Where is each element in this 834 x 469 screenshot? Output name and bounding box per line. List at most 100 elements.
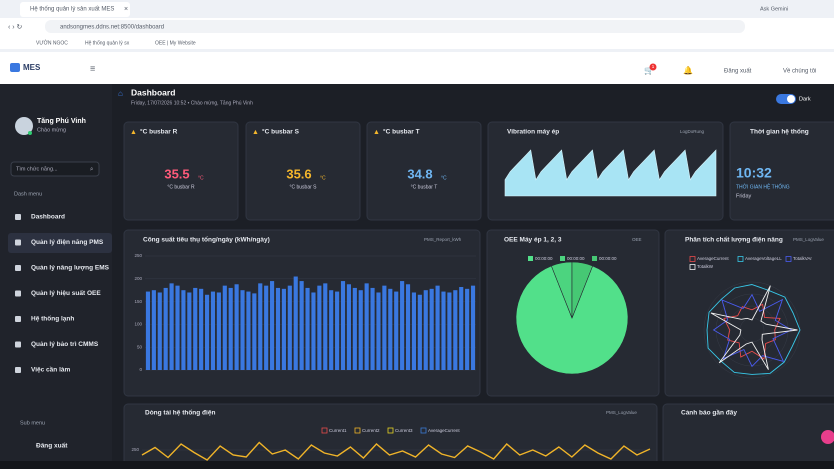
legend-label: Current1 bbox=[329, 428, 347, 433]
bar bbox=[157, 292, 162, 370]
bookmark[interactable]: VƯỜN NGOC bbox=[36, 39, 68, 46]
sidebar bbox=[0, 84, 112, 469]
legend-label: 00:00:00 bbox=[567, 256, 585, 261]
bar bbox=[187, 292, 192, 370]
card-tag: PMS_LogValue bbox=[606, 410, 637, 415]
active-item bbox=[8, 233, 112, 253]
bar bbox=[169, 283, 174, 370]
bar bbox=[270, 281, 275, 370]
card-title: °C busbar S bbox=[262, 128, 300, 136]
legend-swatch bbox=[354, 427, 361, 434]
tab-title: Hệ thống quản lý sản xuất MES bbox=[30, 7, 114, 13]
bar bbox=[335, 291, 340, 370]
search-icon[interactable]: ⌕ bbox=[90, 167, 93, 173]
sensor-unit: °C bbox=[320, 175, 326, 181]
toggle-knob bbox=[787, 95, 795, 103]
bar bbox=[423, 290, 428, 370]
sensor-unit: °C bbox=[198, 175, 204, 181]
bar bbox=[435, 285, 440, 370]
nav-icon bbox=[15, 290, 21, 297]
header-link[interactable]: Đăng xuất bbox=[724, 69, 752, 75]
badge bbox=[649, 63, 657, 71]
bar bbox=[293, 276, 298, 370]
nav-item[interactable]: Quản lý hiệu suất OEE bbox=[31, 289, 101, 297]
nav-item[interactable]: Quản lý năng lượng EMS bbox=[31, 265, 110, 272]
y-tick-label: 200 bbox=[134, 276, 142, 281]
legend-label: Current2 bbox=[362, 428, 380, 433]
tab-close[interactable]: × bbox=[124, 6, 128, 13]
bar bbox=[145, 291, 151, 370]
bar bbox=[311, 292, 316, 370]
sensor-card bbox=[366, 121, 482, 221]
bar bbox=[193, 287, 198, 370]
clock-time: 10:32 bbox=[736, 165, 772, 181]
user-name: Tăng Phú Vinh bbox=[37, 118, 86, 125]
header-link[interactable]: Về chúng tôi bbox=[783, 69, 816, 75]
legend-swatch bbox=[689, 264, 696, 270]
radar-series bbox=[706, 284, 801, 375]
bell-icon[interactable]: 🔔 bbox=[683, 66, 693, 75]
card-tag: OEE bbox=[632, 237, 642, 242]
nav-item[interactable]: Việc cần làm bbox=[31, 365, 70, 374]
bar bbox=[364, 283, 369, 370]
page-subtitle: Friday, 17/07/2026 10:52 • Chào mừng, Tă… bbox=[131, 100, 253, 106]
power-quality-card bbox=[664, 229, 834, 397]
sensor-card bbox=[245, 121, 361, 221]
nav-item[interactable]: Quản lý bảo trì CMMS bbox=[31, 341, 99, 348]
nav-buttons[interactable]: ‹ › ↻ bbox=[8, 24, 23, 31]
warn-icon: ▲ bbox=[373, 129, 380, 136]
bar bbox=[264, 285, 269, 370]
sensor-caption: °C busbar T bbox=[411, 184, 438, 190]
notification-count: 1 bbox=[652, 64, 655, 69]
bar bbox=[459, 287, 464, 370]
nav-item[interactable]: Hệ thống lạnh bbox=[31, 315, 74, 323]
logo[interactable]: MES bbox=[23, 63, 41, 72]
logo-icon bbox=[10, 63, 20, 72]
nav-item[interactable]: Dashboard bbox=[31, 214, 65, 221]
fab[interactable] bbox=[821, 430, 834, 444]
bar bbox=[394, 291, 399, 370]
bar bbox=[429, 288, 434, 370]
logout[interactable]: Đăng xuất bbox=[36, 442, 68, 450]
bar bbox=[216, 292, 221, 370]
bar bbox=[222, 285, 227, 370]
url-field[interactable] bbox=[45, 20, 745, 33]
bar bbox=[323, 283, 328, 370]
legend-swatch bbox=[420, 427, 427, 434]
browser-tab[interactable] bbox=[20, 2, 130, 17]
legend-swatch bbox=[321, 427, 328, 434]
search-box[interactable] bbox=[10, 161, 100, 177]
bookmark[interactable]: OEE | My Website bbox=[155, 40, 196, 46]
bar bbox=[240, 290, 245, 370]
bar bbox=[199, 288, 204, 370]
assistant[interactable]: Ask Gemini bbox=[760, 6, 788, 12]
bar bbox=[382, 285, 387, 370]
bar bbox=[210, 291, 216, 370]
clock-day: Friday bbox=[736, 193, 752, 199]
bar bbox=[228, 287, 233, 370]
bar bbox=[181, 290, 186, 370]
legend-label: Current3 bbox=[395, 428, 413, 433]
card-title: Vibration máy ép bbox=[507, 129, 559, 136]
nav-item[interactable]: Quản lý điện năng PMS bbox=[31, 239, 104, 246]
theme-label: Dark bbox=[799, 96, 811, 102]
y-tick-label: 100 bbox=[134, 322, 142, 327]
greeting: Chào mừng bbox=[37, 127, 66, 133]
cart-icon[interactable]: 🛒 bbox=[644, 65, 654, 75]
search-placeholder: Tìm chức năng... bbox=[16, 166, 58, 172]
sensor-caption: °C busbar R bbox=[167, 184, 195, 190]
sensor-value: 35.6 bbox=[286, 166, 311, 181]
bar bbox=[317, 285, 322, 370]
bar bbox=[447, 292, 452, 370]
legend-swatch bbox=[560, 256, 565, 261]
sensor-card bbox=[123, 121, 239, 221]
y-tick-label: 250 bbox=[131, 447, 139, 452]
bar bbox=[246, 291, 251, 370]
alerts-card bbox=[662, 403, 834, 469]
bookmark[interactable]: Hệ thống quản lý sx bbox=[85, 40, 130, 46]
card-title: Cảnh báo gần đây bbox=[681, 408, 737, 417]
card-title: °C busbar R bbox=[140, 128, 178, 136]
menu-toggle[interactable]: ≡ bbox=[90, 63, 95, 73]
bar bbox=[400, 281, 405, 370]
sensor-value: 35.5 bbox=[164, 166, 189, 181]
